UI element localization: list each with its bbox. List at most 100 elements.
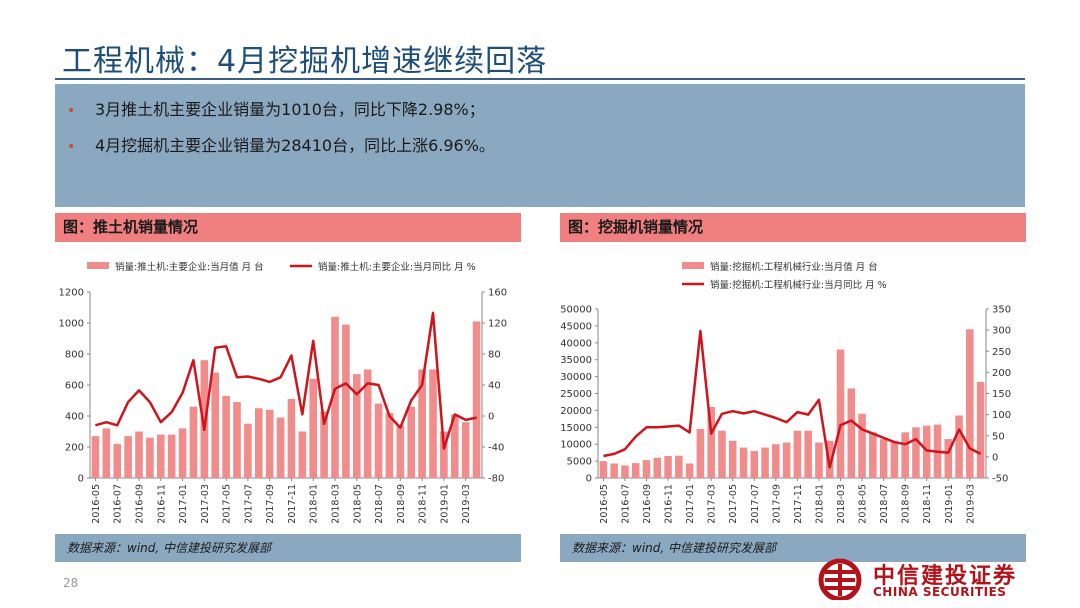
x-tick-label: 2018-07 — [374, 484, 385, 524]
bar-mark — [836, 349, 845, 478]
right-y-tick-label: -50 — [992, 474, 1008, 485]
left-y-tick-label: 15000 — [560, 423, 592, 434]
bar-mark — [739, 447, 748, 478]
x-tick-label: 2018-01 — [814, 484, 825, 524]
legend-label: 销量:推土机:主要企业:当月值 月 台 — [115, 261, 264, 273]
x-tick-label: 2017-05 — [222, 484, 233, 524]
x-tick-label: 2018-03 — [331, 484, 342, 524]
right-y-tick-label: 350 — [992, 305, 1011, 316]
left-y-tick-label: 0 — [586, 474, 592, 485]
bar-mark — [825, 440, 834, 478]
bullet-dot-icon: • — [67, 139, 76, 155]
x-tick-label: 2016-11 — [156, 484, 167, 524]
legend-bar-swatch — [87, 262, 109, 269]
bar-mark — [374, 403, 383, 478]
x-tick-label: 2017-03 — [200, 484, 211, 524]
left-y-tick-label: 30000 — [560, 372, 592, 383]
left-y-tick-label: 45000 — [560, 321, 592, 332]
right-y-tick-label: -80 — [488, 474, 504, 485]
x-tick-label: 2016-05 — [91, 484, 102, 524]
bar-mark — [653, 457, 662, 478]
logo-emblem-icon — [818, 558, 862, 600]
x-tick-label: 2018-05 — [858, 484, 869, 524]
bar-mark — [750, 450, 759, 478]
bar-mark — [331, 316, 339, 478]
yoy-line-series — [95, 311, 477, 450]
right-source-note: 数据来源：wind, 中信建投研究发展部 — [560, 534, 1026, 562]
bar-mark — [869, 432, 877, 478]
bar-mark — [254, 408, 263, 478]
bar-mark — [320, 411, 328, 478]
bar-mark — [879, 439, 888, 478]
bar-mark — [472, 321, 481, 478]
bar-mark — [621, 465, 629, 478]
left-y-tick-label: 50000 — [560, 305, 592, 316]
x-tick-label: 2017-11 — [793, 484, 804, 524]
right-y-tick-label: 80 — [488, 350, 501, 361]
left-y-tick-label: 800 — [65, 350, 84, 361]
x-tick-label: 2016-05 — [599, 484, 610, 524]
bar-mark — [772, 444, 780, 478]
x-tick-label: 2017-01 — [178, 484, 189, 524]
right-y-tick-label: 150 — [992, 389, 1011, 400]
x-tick-label: 2016-07 — [113, 484, 124, 524]
bar-mark — [793, 430, 802, 478]
bar-mark — [385, 412, 394, 478]
x-tick-label: 2018-05 — [352, 484, 363, 524]
left-y-tick-label: 10000 — [560, 440, 592, 451]
x-tick-label: 2019-03 — [461, 484, 472, 524]
x-tick-label: 2019-01 — [944, 484, 955, 524]
bar-mark — [890, 442, 899, 478]
bar-mark — [167, 434, 176, 478]
bar-mark — [429, 369, 437, 478]
legend-bar-swatch — [682, 262, 704, 269]
left-y-tick-label: 0 — [78, 474, 84, 485]
left-y-tick-label: 400 — [65, 412, 84, 423]
bar-mark — [728, 440, 737, 478]
bar-mark — [847, 388, 856, 478]
logo-chinese-text: 中信建投证券 — [873, 564, 1018, 589]
right-y-tick-label: 40 — [488, 381, 501, 392]
bar-mark — [642, 460, 651, 478]
right-y-tick-label: 160 — [488, 288, 507, 299]
left-chart-title: 图：推土机销量情况 — [55, 213, 521, 242]
bar-mark — [955, 415, 963, 478]
bar-mark — [718, 430, 726, 478]
company-logo: 中信建投证券 CHINA SECURITIES — [815, 556, 1045, 602]
left-y-tick-label: 600 — [65, 381, 84, 392]
bar-mark — [124, 436, 132, 478]
right-y-tick-label: 300 — [992, 326, 1011, 337]
right-y-tick-label: -40 — [488, 443, 504, 454]
bar-mark — [233, 402, 241, 478]
x-tick-label: 2018-11 — [418, 484, 429, 524]
bar-mark — [309, 378, 318, 478]
bar-mark — [599, 461, 608, 478]
page-number: 28 — [63, 576, 79, 590]
bar-mark — [922, 425, 931, 478]
x-tick-label: 2016-11 — [664, 484, 675, 524]
bar-mark — [976, 382, 985, 478]
bar-mark — [707, 407, 715, 478]
bar-mark — [222, 395, 230, 478]
x-tick-label: 2017-11 — [287, 484, 298, 524]
right-y-tick-label: 120 — [488, 319, 507, 330]
x-tick-label: 2018-09 — [396, 484, 407, 524]
bar-mark — [815, 442, 823, 478]
bar-mark — [901, 432, 909, 478]
left-y-tick-label: 40000 — [560, 338, 592, 349]
bar-mark — [363, 369, 372, 478]
bar-mark — [685, 463, 694, 478]
bullet-text: 4月挖掘机主要企业销量为28410台，同比上涨6.96%。 — [95, 136, 495, 155]
bar-mark — [461, 422, 470, 478]
x-tick-label: 2017-05 — [728, 484, 739, 524]
excavator-sales-chart: 销量:挖掘机:工程机械行业:当月值 月 台销量:挖掘机:工程机械行业:当月同比 … — [560, 261, 1011, 524]
bar-mark — [178, 428, 187, 478]
right-y-tick-label: 250 — [992, 347, 1011, 358]
left-y-tick-label: 5000 — [567, 457, 592, 468]
legend-label: 销量:挖掘机:工程机械行业:当月同比 月 % — [710, 279, 887, 291]
bar-mark — [102, 428, 111, 478]
left-source-note: 数据来源：wind, 中信建投研究发展部 — [55, 534, 521, 562]
legend-label: 销量:挖掘机:工程机械行业:当月值 月 台 — [710, 261, 878, 273]
bar-mark — [675, 455, 683, 478]
bar-mark — [396, 425, 405, 478]
